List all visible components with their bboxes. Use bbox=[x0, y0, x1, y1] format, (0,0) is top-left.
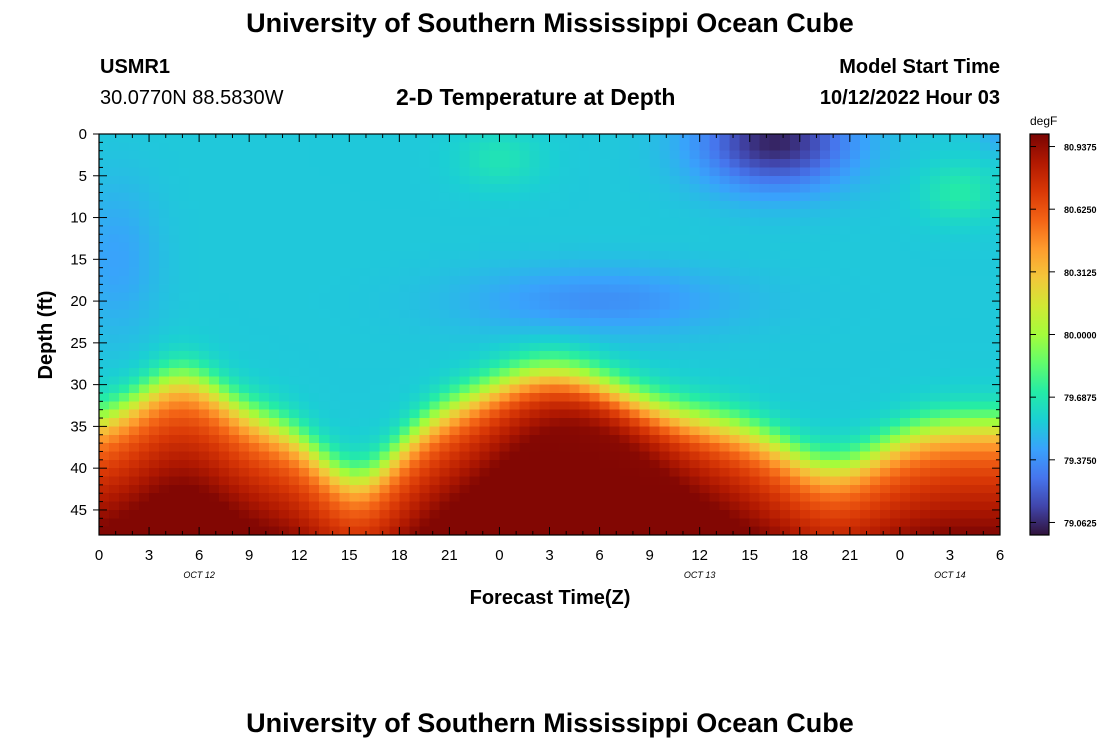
colorbar-unit: degF bbox=[1030, 114, 1057, 128]
station-id: USMR1 bbox=[100, 56, 171, 78]
x-tick-label: 15 bbox=[741, 547, 758, 564]
colorbar-tick-label: 80.0000 bbox=[1064, 331, 1097, 341]
date-label: OCT 12 bbox=[183, 570, 215, 580]
y-tick-label: 10 bbox=[70, 210, 87, 227]
x-tick-label: 12 bbox=[691, 547, 708, 564]
colorbar bbox=[1030, 134, 1049, 535]
y-tick-label: 15 bbox=[70, 251, 87, 268]
y-tick-label: 0 bbox=[79, 126, 87, 143]
y-tick-label: 20 bbox=[70, 293, 87, 310]
colorbar-tick-label: 79.6875 bbox=[1064, 393, 1097, 403]
date-label: OCT 14 bbox=[934, 570, 966, 580]
y-axis-label: Depth (ft) bbox=[35, 291, 57, 380]
colorbar-tick-label: 80.9375 bbox=[1064, 143, 1097, 153]
page-title: University of Southern Mississippi Ocean… bbox=[246, 8, 854, 38]
y-tick-label: 45 bbox=[70, 502, 87, 519]
x-tick-label: 3 bbox=[545, 547, 553, 564]
y-tick-label: 25 bbox=[70, 335, 87, 352]
x-tick-label: 18 bbox=[791, 547, 808, 564]
x-tick-label: 6 bbox=[195, 547, 203, 564]
colorbar-tick-label: 80.6250 bbox=[1064, 205, 1097, 215]
date-label: OCT 13 bbox=[684, 570, 716, 580]
colorbar-tick-label: 79.0625 bbox=[1064, 518, 1097, 528]
temperature-heatmap bbox=[99, 134, 1000, 535]
x-tick-label: 6 bbox=[595, 547, 603, 564]
x-tick-label: 21 bbox=[441, 547, 458, 564]
x-tick-label: 3 bbox=[145, 547, 153, 564]
x-tick-label: 3 bbox=[946, 547, 954, 564]
x-tick-label: 9 bbox=[245, 547, 253, 564]
y-tick-label: 40 bbox=[70, 460, 87, 477]
colorbar-tick-label: 80.3125 bbox=[1064, 268, 1097, 278]
y-tick-label: 30 bbox=[70, 377, 87, 394]
y-tick-label: 5 bbox=[79, 168, 87, 185]
y-tick-label: 35 bbox=[70, 418, 87, 435]
model-start-label: Model Start Time bbox=[839, 56, 1000, 78]
x-tick-label: 0 bbox=[896, 547, 904, 564]
chart-subtitle: 2-D Temperature at Depth bbox=[396, 84, 676, 110]
x-tick-label: 21 bbox=[841, 547, 858, 564]
station-coordinates: 30.0770N 88.5830W bbox=[100, 87, 284, 109]
x-tick-label: 6 bbox=[996, 547, 1004, 564]
x-tick-label: 15 bbox=[341, 547, 358, 564]
model-start-time: 10/12/2022 Hour 03 bbox=[819, 87, 1000, 109]
x-axis-label: Forecast Time(Z) bbox=[470, 587, 631, 609]
x-tick-label: 0 bbox=[95, 547, 103, 564]
colorbar-tick-label: 79.3750 bbox=[1064, 456, 1097, 466]
x-tick-label: 18 bbox=[391, 547, 408, 564]
x-tick-label: 0 bbox=[495, 547, 503, 564]
x-tick-label: 12 bbox=[291, 547, 308, 564]
x-tick-label: 9 bbox=[645, 547, 653, 564]
footer-title: University of Southern Mississippi Ocean… bbox=[246, 708, 854, 738]
